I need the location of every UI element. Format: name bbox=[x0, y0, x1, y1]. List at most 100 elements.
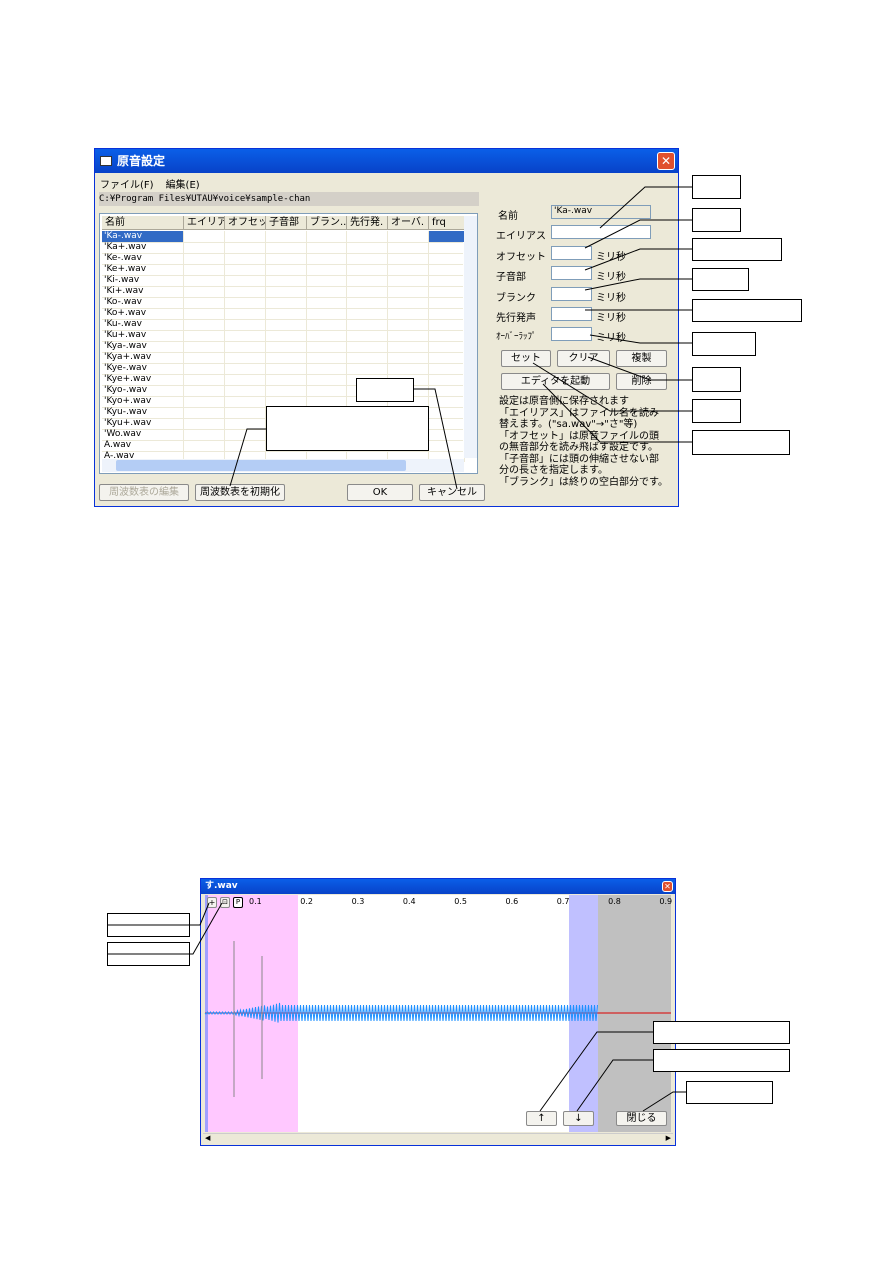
column-header[interactable]: オフセッ bbox=[225, 216, 266, 230]
help-text: 設定は原音側に保存されます 「エイリアス」はファイル名を読み 替えます。("sa.w… bbox=[499, 396, 668, 488]
table-cell bbox=[388, 242, 429, 253]
table-cell bbox=[307, 330, 347, 341]
table-cell bbox=[225, 275, 266, 286]
fit-button[interactable]: ⊡ bbox=[220, 897, 230, 908]
zoom-in-button[interactable]: + bbox=[207, 897, 217, 908]
table-cell bbox=[347, 275, 388, 286]
time-tick-label: 0.2 bbox=[300, 897, 314, 906]
vertical-scrollbar[interactable] bbox=[464, 216, 477, 458]
table-cell bbox=[184, 330, 225, 341]
callout-box bbox=[692, 175, 741, 199]
file-name-cell: 'Ku-.wav bbox=[102, 319, 184, 330]
table-cell bbox=[429, 418, 465, 429]
time-tick-label: 0.3 bbox=[351, 897, 365, 906]
table-cell bbox=[429, 352, 465, 363]
set-button[interactable]: セット bbox=[501, 350, 551, 367]
path-bar: C:¥Program Files¥UTAU¥voice¥sample-chan bbox=[99, 192, 479, 206]
time-tick-label: 0.8 bbox=[608, 897, 621, 906]
name-field: 'Ka-.wav bbox=[551, 205, 651, 219]
unit-label: ミリ秒 bbox=[596, 252, 626, 263]
cancel-button[interactable]: キャンセル bbox=[419, 484, 485, 501]
table-cell bbox=[184, 286, 225, 297]
clear-button[interactable]: クリア bbox=[557, 350, 610, 367]
scroll-thumb[interactable] bbox=[116, 460, 406, 471]
table-cell bbox=[184, 319, 225, 330]
table-cell bbox=[225, 418, 266, 429]
column-header[interactable]: エイリア bbox=[184, 216, 225, 230]
menu-edit[interactable]: 編集(E) bbox=[165, 180, 200, 191]
column-header[interactable]: frq bbox=[429, 216, 465, 230]
delete-button[interactable]: 削除 bbox=[616, 373, 667, 390]
consonant-label: 子音部 bbox=[496, 272, 526, 283]
callout-box bbox=[653, 1021, 790, 1044]
file-name-cell: A-.wav bbox=[102, 451, 184, 462]
table-cell bbox=[347, 341, 388, 352]
file-name-cell: 'Kyu+.wav bbox=[102, 418, 184, 429]
table-cell bbox=[266, 286, 307, 297]
table-cell bbox=[429, 242, 465, 253]
table-cell bbox=[388, 374, 429, 385]
launch-editor-button[interactable]: エディタを起動 bbox=[501, 373, 610, 390]
column-header[interactable]: 子音部 bbox=[266, 216, 307, 230]
column-header[interactable]: 先行発. bbox=[347, 216, 388, 230]
file-name-cell: A.wav bbox=[102, 440, 184, 451]
table-cell bbox=[429, 275, 465, 286]
table-cell bbox=[347, 297, 388, 308]
init-freq-button[interactable]: 周波数表を初期化 bbox=[195, 484, 285, 501]
copy-button[interactable]: 複製 bbox=[616, 350, 667, 367]
table-cell bbox=[266, 297, 307, 308]
table-cell bbox=[347, 319, 388, 330]
edit-freq-button: 周波数表の編集 bbox=[99, 484, 189, 501]
file-name-cell: 'Ki+.wav bbox=[102, 286, 184, 297]
scroll-right-icon[interactable]: ▶ bbox=[665, 1134, 671, 1142]
preutterance-input[interactable] bbox=[551, 307, 592, 321]
overlap-input[interactable] bbox=[551, 327, 592, 341]
column-header[interactable]: オーバ. bbox=[388, 216, 429, 230]
table-cell bbox=[184, 440, 225, 451]
blank-label: ブランク bbox=[496, 293, 536, 304]
table-cell bbox=[225, 429, 266, 440]
callout-box bbox=[653, 1049, 790, 1072]
up-button[interactable]: ↑ bbox=[526, 1111, 557, 1126]
table-cell bbox=[225, 385, 266, 396]
time-tick-label: 0.7 bbox=[556, 897, 570, 906]
callout-box bbox=[692, 299, 802, 322]
p-button[interactable]: P bbox=[233, 897, 243, 908]
table-cell bbox=[429, 363, 465, 374]
table-cell bbox=[266, 385, 307, 396]
close-button[interactable]: 閉じる bbox=[616, 1111, 667, 1126]
table-cell bbox=[429, 286, 465, 297]
close-icon[interactable]: ✕ bbox=[657, 152, 675, 170]
table-cell bbox=[347, 253, 388, 264]
horizontal-scrollbar[interactable] bbox=[102, 459, 464, 472]
table-cell bbox=[429, 374, 465, 385]
horizontal-scrollbar[interactable]: ◀ ▶ bbox=[203, 1133, 673, 1145]
alias-input[interactable] bbox=[551, 225, 651, 239]
table-cell bbox=[429, 385, 465, 396]
table-cell bbox=[307, 286, 347, 297]
alias-label: エイリアス bbox=[496, 231, 546, 242]
table-cell bbox=[225, 330, 266, 341]
consonant-input[interactable] bbox=[551, 266, 592, 280]
column-header[interactable]: 名前 bbox=[102, 216, 184, 230]
close-icon[interactable]: ✕ bbox=[662, 881, 673, 892]
menu-file[interactable]: ファイル(F) bbox=[100, 180, 154, 191]
oto-settings-dialog: 原音設定 ✕ ファイル(F) 編集(E) C:¥Program Files¥UTA… bbox=[94, 148, 679, 507]
blank-input[interactable] bbox=[551, 287, 592, 301]
scroll-left-icon[interactable]: ◀ bbox=[205, 1134, 211, 1142]
table-cell bbox=[307, 374, 347, 385]
table-cell bbox=[225, 297, 266, 308]
offset-input[interactable] bbox=[551, 246, 592, 260]
table-cell bbox=[429, 407, 465, 418]
column-header[interactable]: ブラン.. bbox=[307, 216, 347, 230]
file-name-cell: 'Kye-.wav bbox=[102, 363, 184, 374]
table-cell bbox=[225, 396, 266, 407]
ok-button[interactable]: OK bbox=[347, 484, 413, 501]
table-cell bbox=[266, 264, 307, 275]
table-cell bbox=[388, 297, 429, 308]
file-name-cell: 'Wo.wav bbox=[102, 429, 184, 440]
down-button[interactable]: ↓ bbox=[563, 1111, 594, 1126]
table-cell bbox=[266, 451, 307, 462]
callout-box bbox=[356, 378, 414, 402]
table-cell bbox=[184, 374, 225, 385]
